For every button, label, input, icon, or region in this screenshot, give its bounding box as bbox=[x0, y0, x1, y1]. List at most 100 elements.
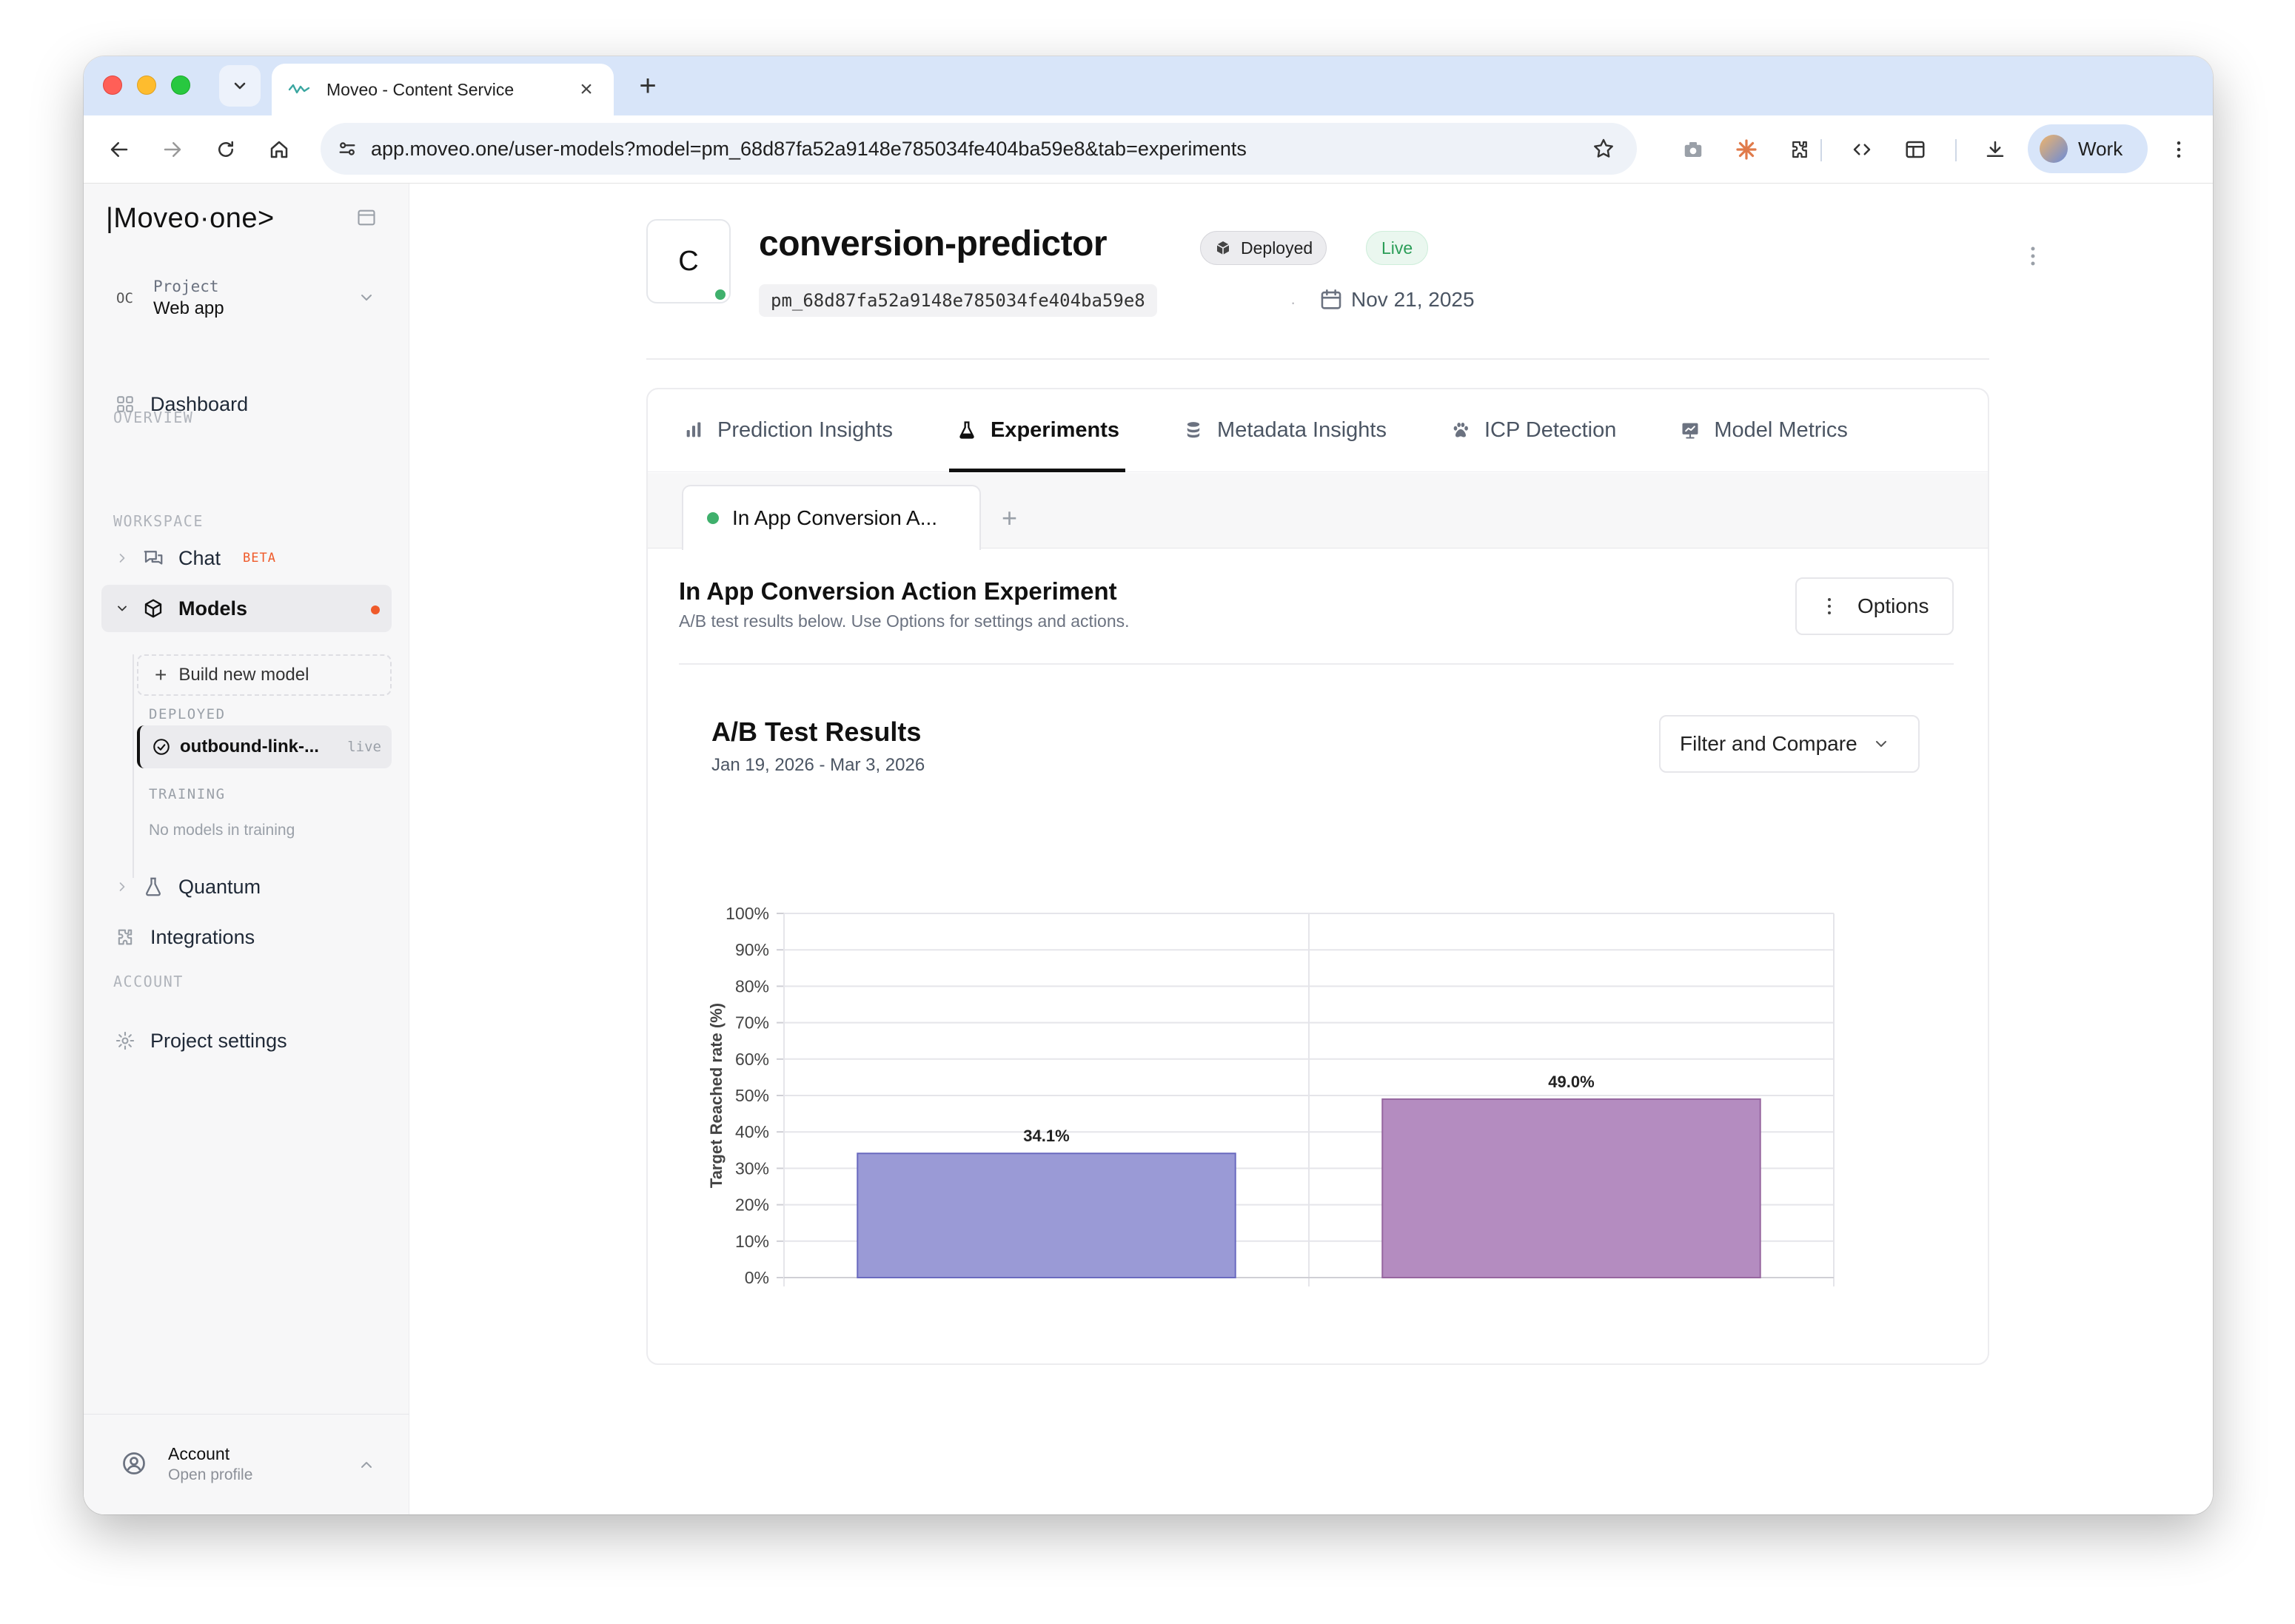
deployed-model-item[interactable]: outbound-link-... live bbox=[137, 725, 392, 768]
bar-chart-icon bbox=[682, 418, 706, 442]
tab-close-icon[interactable]: × bbox=[580, 77, 593, 101]
reload-icon bbox=[218, 141, 233, 157]
profile-button[interactable]: Work bbox=[2028, 124, 2148, 173]
model-tabs: Prediction Insights Experiments Metadata… bbox=[648, 389, 1988, 472]
home-icon bbox=[270, 141, 288, 158]
sidebar-item-integrations[interactable]: Integrations bbox=[101, 913, 392, 961]
experiment-tab-active[interactable]: In App Conversion A... bbox=[682, 485, 981, 550]
browser-tab-active[interactable]: Moveo - Content Service × bbox=[272, 64, 614, 115]
forward-button[interactable] bbox=[155, 132, 190, 167]
chevron-up-icon bbox=[361, 1462, 372, 1468]
reload-button[interactable] bbox=[208, 132, 244, 167]
side-panel-icon[interactable] bbox=[1897, 132, 1933, 167]
extensions-puzzle-icon[interactable] bbox=[1782, 132, 1817, 167]
sidebar-item-label: Project settings bbox=[150, 1029, 287, 1052]
model-date: Nov 21, 2025 bbox=[1351, 288, 1475, 311]
sidebar-item-models[interactable]: Models bbox=[101, 585, 392, 632]
code-icon[interactable] bbox=[1844, 132, 1880, 167]
tab-icp-detection[interactable]: ICP Detection bbox=[1443, 389, 1622, 472]
experiment-status-dot bbox=[707, 512, 719, 524]
sidebar-collapse-icon[interactable] bbox=[356, 207, 380, 231]
sidebar-item-quantum[interactable]: Quantum bbox=[101, 863, 392, 910]
y-tick-label: 10% bbox=[735, 1232, 769, 1251]
arrow-left-icon bbox=[110, 142, 128, 157]
home-button[interactable] bbox=[261, 132, 297, 167]
deployed-badge-label: Deployed bbox=[1241, 238, 1313, 258]
download-icon[interactable] bbox=[1977, 132, 2013, 167]
sidebar-item-label: Dashboard bbox=[150, 392, 249, 415]
claude-extension-icon[interactable] bbox=[1729, 132, 1764, 167]
bar-value-label: 49.0% bbox=[1548, 1073, 1594, 1091]
add-experiment-button[interactable]: + bbox=[1002, 503, 1018, 533]
build-new-model-button[interactable]: + Build new model bbox=[137, 654, 392, 696]
filter-compare-label: Filter and Compare bbox=[1680, 732, 1857, 755]
minimize-window-button[interactable] bbox=[137, 76, 156, 95]
model-avatar: C bbox=[646, 219, 731, 303]
beta-badge: BETA bbox=[243, 551, 276, 566]
sidebar-item-label: Models bbox=[178, 597, 248, 620]
insights-card: Prediction Insights Experiments Metadata… bbox=[646, 388, 1989, 1365]
tab-search-button[interactable] bbox=[219, 65, 261, 107]
gear-icon bbox=[112, 1027, 138, 1054]
sidebar-item-dashboard[interactable]: Dashboard bbox=[101, 380, 392, 428]
chevron-right-icon[interactable] bbox=[112, 876, 133, 897]
y-tick-label: 70% bbox=[735, 1013, 769, 1033]
model-title: conversion-predictor bbox=[759, 224, 1108, 264]
sidebar: |Moveo·one> OC Project Web app OVERVIEW … bbox=[84, 184, 409, 1514]
y-tick-label: 50% bbox=[735, 1086, 769, 1105]
project-initials: OC bbox=[116, 290, 133, 306]
account-menu[interactable]: Account Open profile bbox=[84, 1414, 409, 1514]
y-tick-label: 40% bbox=[735, 1122, 769, 1141]
tab-label: ICP Detection bbox=[1484, 417, 1617, 442]
bar-test-group bbox=[1381, 1098, 1761, 1279]
camera-icon[interactable] bbox=[1675, 132, 1711, 167]
tree-guide-line bbox=[133, 654, 134, 878]
live-badge: Live bbox=[1366, 231, 1429, 265]
filter-compare-button[interactable]: Filter and Compare bbox=[1659, 715, 1920, 773]
more-vertical-icon[interactable] bbox=[2022, 241, 2044, 271]
build-new-model-label: Build new model bbox=[178, 665, 309, 685]
chevron-down-icon bbox=[1875, 741, 1886, 747]
new-tab-button[interactable]: + bbox=[639, 69, 657, 102]
maximize-window-button[interactable] bbox=[171, 76, 190, 95]
tab-experiments[interactable]: Experiments bbox=[948, 389, 1126, 472]
avatar bbox=[2040, 135, 2068, 163]
chevron-right-icon[interactable] bbox=[112, 548, 133, 568]
sidebar-item-project-settings[interactable]: Project settings bbox=[101, 1017, 392, 1064]
package-icon bbox=[1216, 241, 1230, 255]
app-logo[interactable]: |Moveo·one> bbox=[106, 203, 275, 234]
url-text[interactable]: app.moveo.one/user-models?model=pm_68d87… bbox=[371, 137, 1247, 160]
app-page: |Moveo·one> OC Project Web app OVERVIEW … bbox=[84, 184, 2213, 1514]
chevron-down-icon bbox=[361, 295, 372, 301]
browser-menu-icon[interactable] bbox=[2161, 132, 2197, 167]
back-button[interactable] bbox=[101, 132, 137, 167]
tab-model-metrics[interactable]: Model Metrics bbox=[1672, 389, 1854, 472]
close-window-button[interactable] bbox=[103, 76, 122, 95]
deployed-model-status: live bbox=[347, 739, 381, 755]
training-label: TRAINING bbox=[149, 786, 226, 802]
account-subtitle: Open profile bbox=[168, 1466, 253, 1483]
address-bar[interactable]: app.moveo.one/user-models?model=pm_68d87… bbox=[321, 123, 1637, 175]
flask-icon bbox=[955, 418, 979, 442]
project-switcher[interactable]: OC Project Web app bbox=[103, 264, 389, 333]
experiment-tabs: In App Conversion A... + bbox=[648, 473, 1988, 550]
model-id[interactable]: pm_68d87fa52a9148e785034fe404ba59e8 bbox=[759, 284, 1157, 317]
sidebar-item-chat[interactable]: Chat BETA bbox=[101, 534, 392, 582]
deployed-label: DEPLOYED bbox=[149, 706, 226, 722]
tab-metadata-insights[interactable]: Metadata Insights bbox=[1176, 389, 1393, 472]
site-settings-icon[interactable] bbox=[332, 134, 362, 164]
tab-label: Metadata Insights bbox=[1217, 417, 1387, 442]
section-label-account: ACCOUNT bbox=[113, 973, 184, 990]
y-tick-label: 100% bbox=[726, 904, 769, 923]
tab-prediction-insights[interactable]: Prediction Insights bbox=[676, 389, 899, 472]
bookmark-star-icon[interactable] bbox=[1585, 130, 1622, 167]
experiment-divider bbox=[679, 663, 1954, 665]
options-button[interactable]: Options bbox=[1795, 577, 1954, 635]
calendar-icon bbox=[1321, 289, 1341, 309]
browser-window: Moveo - Content Service × + app.moveo.on… bbox=[84, 56, 2213, 1514]
user-circle-icon bbox=[123, 1452, 145, 1474]
more-vertical-icon bbox=[1828, 598, 1831, 614]
chevron-down-icon[interactable] bbox=[112, 598, 133, 619]
sidebar-item-label: Quantum bbox=[178, 875, 261, 898]
y-tick-label: 20% bbox=[735, 1195, 769, 1215]
